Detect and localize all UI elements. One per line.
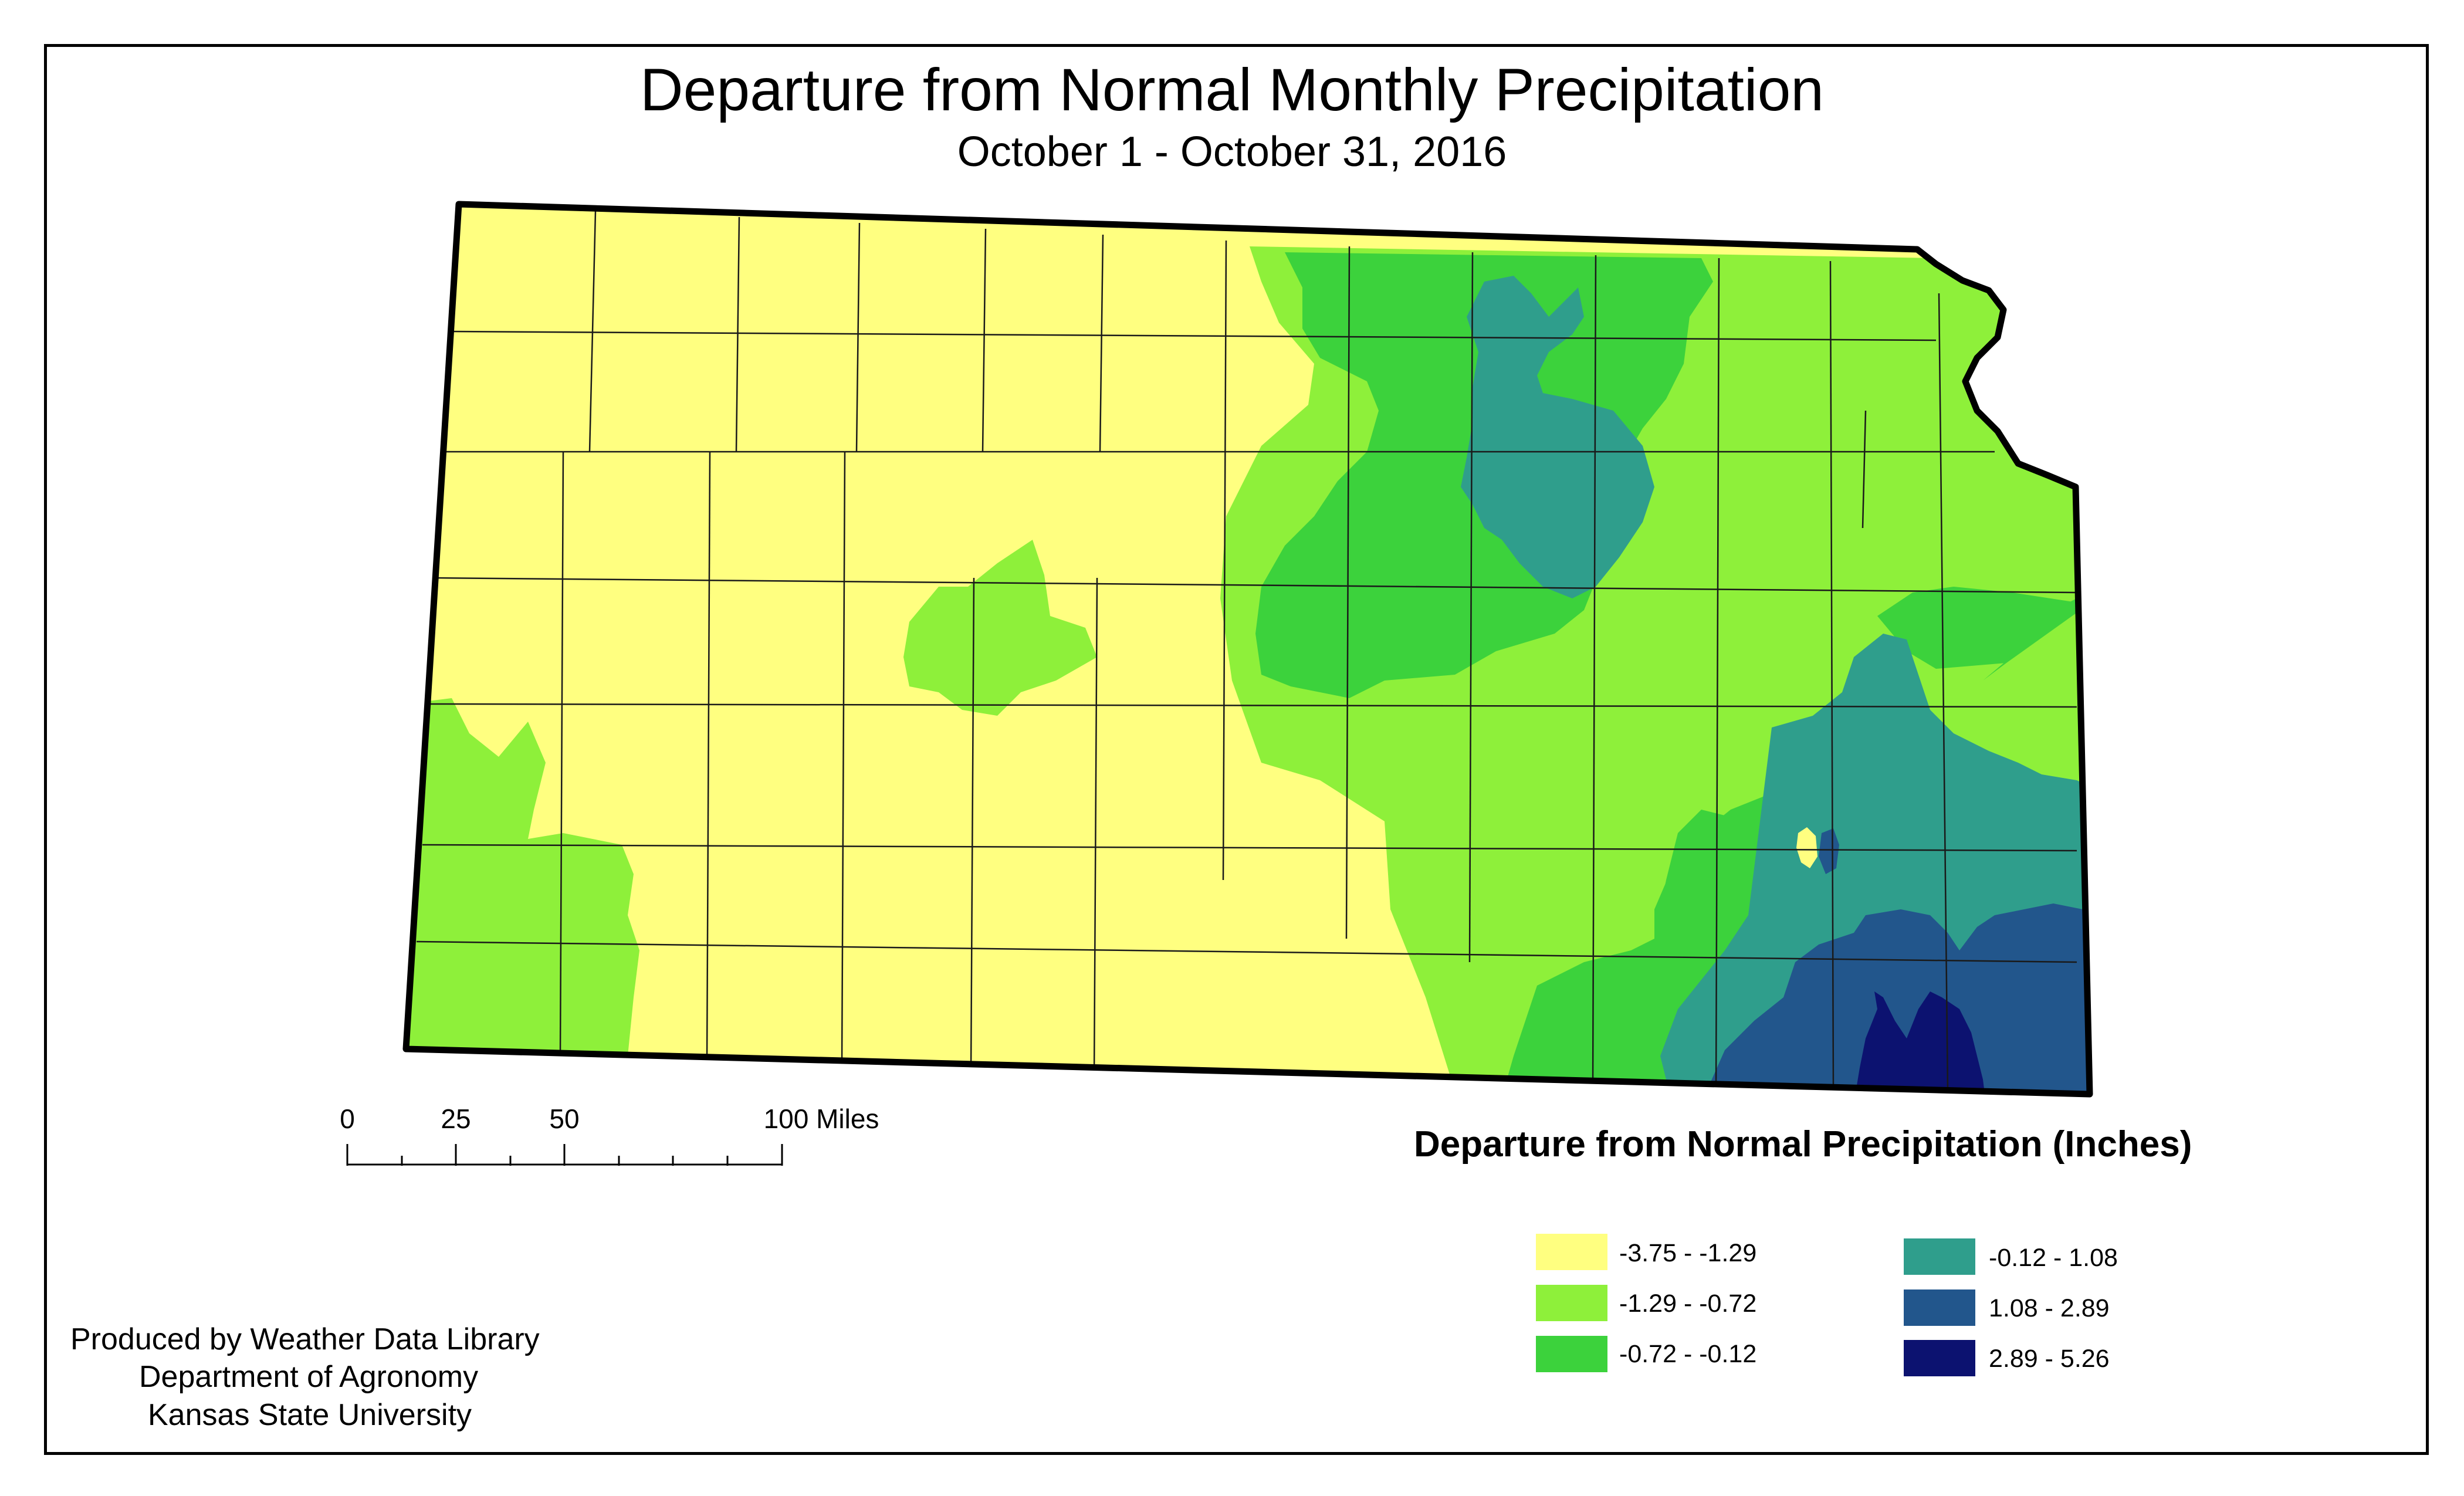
- map-frame: [44, 44, 2429, 1455]
- credit-line-1: Produced by Weather Data Library: [70, 1322, 540, 1356]
- legend-label-4: -0.12 - 1.08: [1989, 1244, 2118, 1272]
- state-border: [402, 201, 2093, 1098]
- legend-swatch-5: [1904, 1289, 1975, 1326]
- credit-line-3: Kansas State University: [148, 1398, 472, 1432]
- scale-label-25: 25: [441, 1104, 471, 1134]
- legend-label-1: -3.75 - -1.29: [1619, 1239, 1757, 1267]
- legend-swatch-1: [1536, 1234, 1607, 1270]
- credit-line-2: Department of Agronomy: [139, 1360, 479, 1394]
- zone-class-6: [1854, 991, 1986, 1094]
- legend-title: Departure from Normal Precipitation (Inc…: [1414, 1124, 2192, 1165]
- legend-label-3: -0.72 - -0.12: [1619, 1340, 1757, 1368]
- zone-class-1-patch: [1796, 827, 1817, 868]
- zone-class-5: [1701, 828, 2089, 1094]
- legend-swatch-4: [1904, 1238, 1975, 1275]
- legend-label-6: 2.89 - 5.26: [1989, 1345, 2110, 1373]
- legend-label-2: -1.29 - -0.72: [1619, 1289, 1757, 1318]
- scale-label-0: 0: [340, 1104, 355, 1134]
- map-title: Departure from Normal Monthly Precipitat…: [639, 56, 1825, 123]
- map-subtitle: October 1 - October 31, 2016: [957, 128, 1507, 175]
- scale-bar: [346, 1144, 783, 1166]
- precip-zones: [406, 204, 2090, 1094]
- legend-swatch-6: [1904, 1340, 1975, 1376]
- legend-swatch-3: [1536, 1336, 1607, 1372]
- legend-swatch-2: [1536, 1285, 1607, 1321]
- scale-label-50: 50: [549, 1104, 580, 1134]
- scale-label-100: 100 Miles: [763, 1104, 879, 1134]
- county-lines: [416, 211, 2077, 1092]
- legend-label-5: 1.08 - 2.89: [1989, 1294, 2110, 1322]
